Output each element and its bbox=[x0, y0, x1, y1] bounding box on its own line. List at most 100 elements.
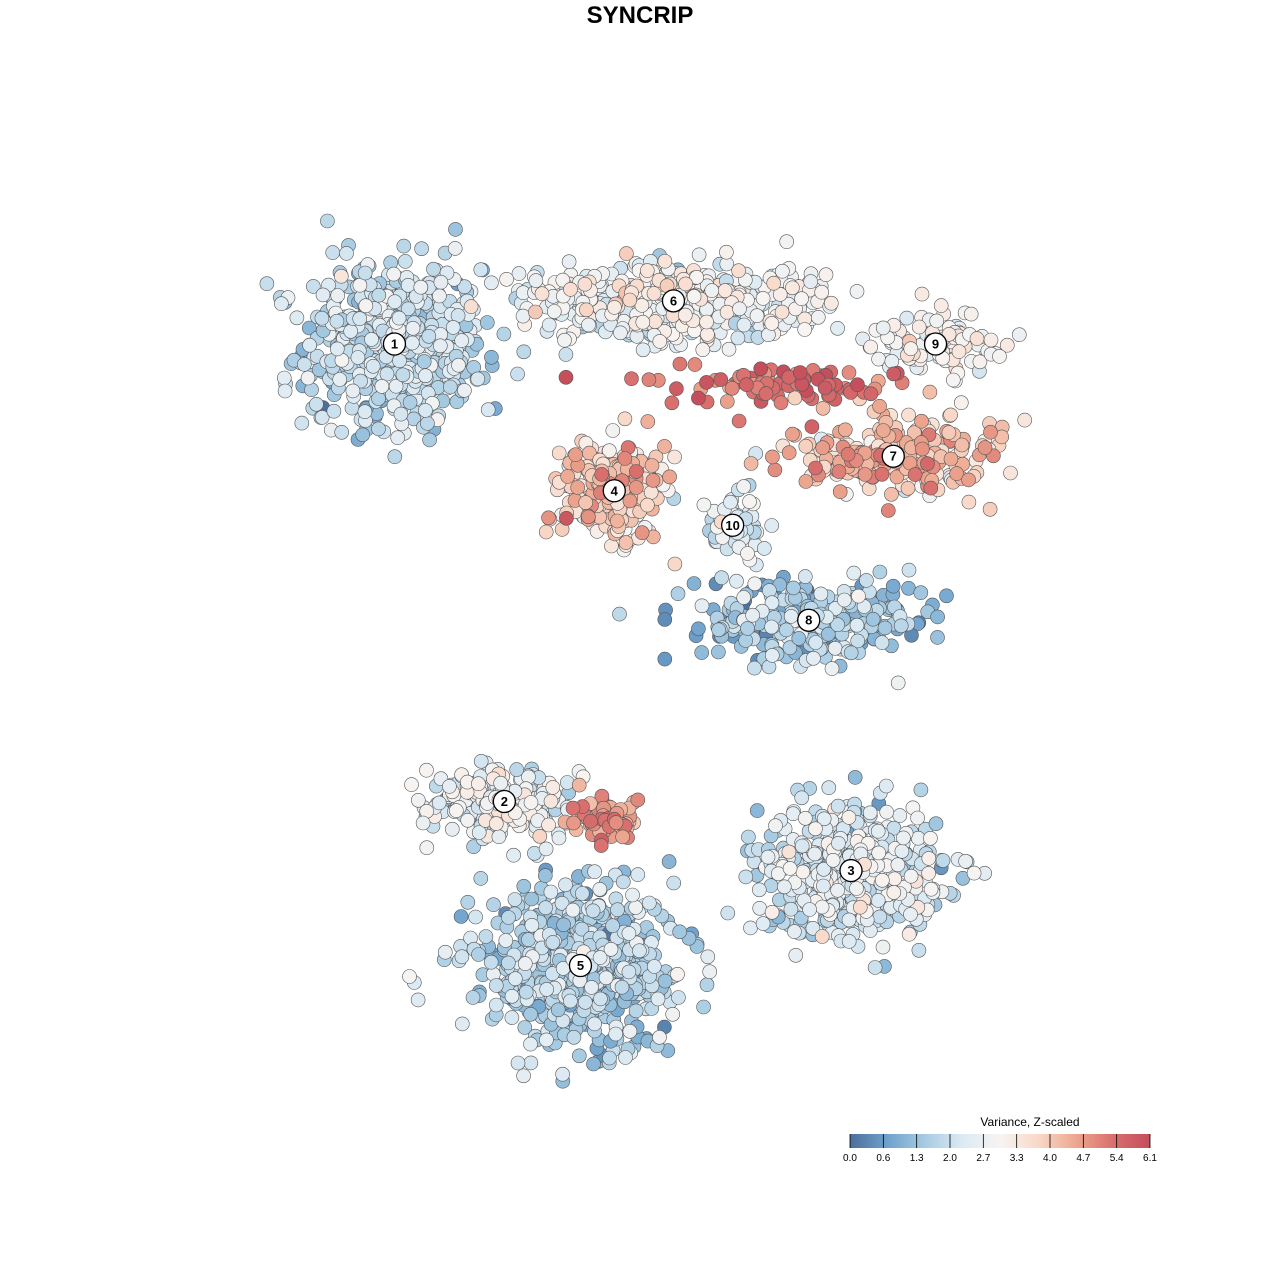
cell-point bbox=[887, 871, 902, 887]
cell-point bbox=[301, 320, 317, 336]
cell-point bbox=[825, 852, 841, 868]
cell-point bbox=[901, 562, 917, 578]
cell-point bbox=[878, 778, 894, 794]
cell-point bbox=[729, 573, 744, 589]
cell-point bbox=[577, 994, 593, 1010]
cell-point bbox=[739, 377, 754, 393]
cell-point bbox=[719, 394, 735, 409]
cell-point bbox=[632, 943, 647, 959]
cell-point bbox=[558, 369, 574, 385]
cell-point bbox=[635, 314, 651, 330]
cell-point bbox=[330, 288, 346, 303]
cell-point bbox=[939, 588, 954, 604]
cell-point bbox=[711, 622, 727, 638]
cell-point bbox=[695, 342, 711, 358]
cell-point bbox=[890, 675, 906, 691]
cell-point bbox=[609, 513, 625, 529]
cell-point bbox=[622, 493, 638, 509]
cell-point bbox=[640, 414, 656, 429]
cell-point bbox=[554, 895, 570, 911]
cluster-label-6: 6 bbox=[670, 293, 677, 308]
cell-point bbox=[953, 395, 969, 411]
cell-point bbox=[546, 304, 562, 319]
cell-point bbox=[849, 617, 865, 633]
cell-point bbox=[420, 416, 435, 431]
cell-point bbox=[686, 576, 702, 591]
cell-point bbox=[903, 341, 919, 357]
cell-point bbox=[444, 821, 460, 837]
cell-point bbox=[696, 999, 711, 1015]
cell-point bbox=[466, 839, 481, 855]
cell-point bbox=[470, 371, 486, 387]
cell-point bbox=[593, 838, 609, 853]
cell-point bbox=[798, 474, 814, 489]
cell-point bbox=[521, 932, 536, 947]
cell-point bbox=[647, 314, 663, 329]
cell-point bbox=[563, 282, 578, 297]
cluster-label-10: 10 bbox=[725, 518, 739, 533]
cell-point bbox=[794, 790, 810, 806]
cluster-label-marker bbox=[923, 332, 948, 356]
cell-point bbox=[587, 1016, 602, 1032]
cell-point bbox=[797, 569, 813, 584]
cell-point bbox=[471, 825, 487, 840]
cell-point bbox=[414, 241, 429, 256]
cell-point bbox=[823, 295, 839, 311]
cell-point bbox=[410, 792, 426, 808]
cell-point bbox=[704, 283, 720, 298]
cell-point bbox=[543, 884, 559, 900]
cell-point bbox=[879, 804, 895, 820]
cell-point bbox=[644, 458, 660, 473]
cell-point bbox=[607, 300, 622, 315]
cell-point bbox=[364, 332, 379, 347]
cell-point bbox=[667, 449, 682, 465]
cell-point bbox=[756, 541, 772, 556]
cell-point bbox=[628, 900, 644, 915]
cell-point bbox=[666, 875, 682, 891]
cell-point bbox=[783, 609, 799, 624]
cell-point bbox=[350, 350, 366, 365]
cell-point bbox=[886, 366, 901, 382]
cell-point bbox=[516, 878, 532, 894]
cell-point bbox=[358, 298, 374, 314]
cell-point bbox=[972, 354, 988, 370]
cell-point bbox=[798, 438, 814, 454]
cell-point bbox=[541, 510, 556, 526]
cell-point bbox=[559, 510, 574, 526]
cell-point bbox=[678, 276, 693, 292]
cell-point bbox=[583, 813, 598, 829]
cell-point bbox=[752, 900, 768, 916]
cell-point bbox=[276, 370, 292, 386]
cell-point bbox=[402, 969, 417, 984]
cell-point bbox=[404, 335, 420, 351]
cell-point bbox=[416, 354, 432, 369]
cell-point bbox=[615, 829, 630, 845]
cell-point bbox=[634, 525, 650, 541]
cell-point bbox=[821, 780, 837, 796]
cell-point bbox=[717, 283, 733, 298]
cell-point bbox=[814, 929, 830, 944]
cell-point bbox=[625, 887, 640, 903]
cell-point bbox=[892, 808, 908, 823]
cell-point bbox=[353, 373, 368, 389]
cell-point bbox=[874, 635, 890, 650]
cell-point bbox=[593, 991, 608, 1007]
cell-point bbox=[872, 398, 887, 414]
cluster-label-marker bbox=[602, 479, 626, 503]
cell-point bbox=[841, 934, 857, 949]
cell-point bbox=[454, 333, 470, 348]
cell-point bbox=[643, 485, 659, 500]
cell-point bbox=[510, 366, 525, 382]
cell-point bbox=[592, 950, 608, 965]
cell-point bbox=[954, 437, 970, 453]
cell-point bbox=[714, 570, 729, 586]
cell-point bbox=[578, 495, 594, 510]
cell-point bbox=[875, 423, 891, 438]
cell-point bbox=[923, 881, 939, 897]
cell-point bbox=[907, 467, 923, 482]
cell-point bbox=[764, 595, 780, 611]
cell-point bbox=[504, 988, 520, 1004]
cell-point bbox=[664, 395, 680, 411]
cell-point bbox=[259, 276, 275, 292]
cell-point bbox=[339, 246, 354, 261]
